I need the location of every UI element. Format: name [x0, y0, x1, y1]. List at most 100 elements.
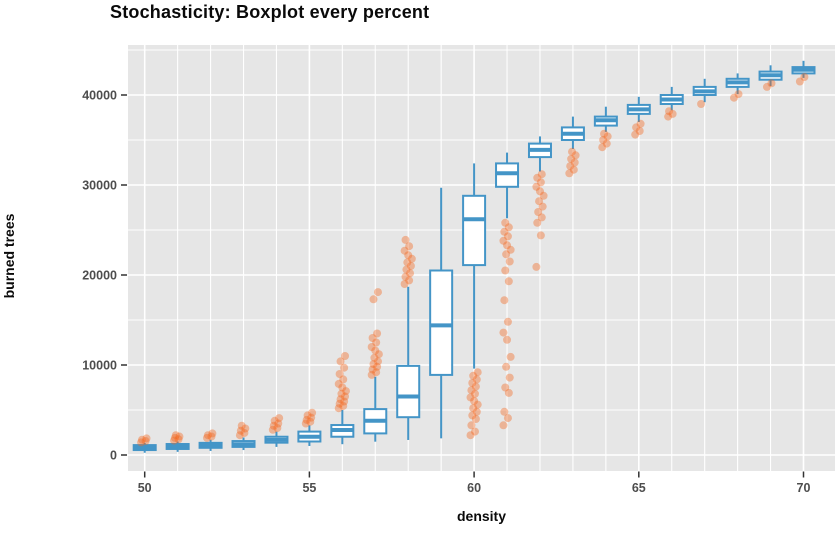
outlier-point	[533, 218, 542, 227]
outlier-point	[207, 432, 216, 441]
outlier-point	[470, 397, 479, 405]
outlier-point	[373, 357, 382, 366]
outlier-point	[235, 431, 244, 440]
outlier-point	[400, 246, 409, 255]
box	[396, 364, 421, 419]
outlier-point	[208, 429, 217, 438]
outlier-point	[472, 375, 481, 384]
outlier-point	[565, 169, 574, 178]
outlier-point	[504, 388, 513, 397]
x-tick-label: 70	[797, 481, 811, 495]
outlier-point	[138, 435, 146, 444]
outlier-point	[506, 245, 515, 254]
outlier-point	[532, 262, 541, 271]
outlier-point	[170, 436, 179, 445]
outlier-point	[175, 432, 184, 441]
boxplot-density-50	[132, 442, 157, 453]
outlier-point	[171, 431, 180, 440]
outlier-point	[341, 352, 350, 360]
outlier-point	[473, 368, 482, 377]
outlier-point	[503, 335, 512, 344]
outlier-point	[566, 162, 575, 171]
outlier-point	[665, 107, 674, 116]
outlier-point	[800, 73, 809, 81]
outlier-point	[468, 379, 477, 387]
outlier-point	[374, 350, 383, 359]
boxplot-density-65	[626, 96, 651, 122]
outlier-point	[269, 421, 278, 430]
outlier-point	[537, 170, 546, 179]
outlier-point	[336, 395, 345, 404]
outlier-point	[570, 158, 579, 167]
outlier-point	[471, 415, 480, 423]
y-tick-label: 30000	[82, 179, 117, 193]
boxplot-density-52	[198, 439, 223, 451]
boxplot-density-58	[396, 286, 421, 440]
outlier-point	[137, 438, 146, 447]
outlier-point	[406, 262, 415, 270]
outlier-point	[334, 379, 343, 388]
boxplot-density-62	[527, 136, 552, 172]
outlier-point	[369, 360, 378, 369]
outlier-point	[237, 421, 246, 430]
outlier-point	[336, 357, 345, 366]
outlier-point	[600, 129, 609, 138]
outlier-point	[632, 123, 641, 132]
outlier-point	[174, 435, 183, 444]
boxplot-density-54	[264, 431, 289, 447]
boxplot-density-68	[725, 73, 750, 95]
outlier-point	[533, 173, 542, 182]
outlier-point	[308, 408, 317, 417]
outlier-point	[504, 223, 513, 232]
outlier-point	[599, 136, 608, 144]
outlier-point	[730, 93, 739, 102]
outlier-point	[795, 77, 804, 86]
boxplot-density-61	[495, 152, 520, 219]
outlier-point	[501, 383, 510, 392]
outlier-point	[471, 427, 479, 436]
outlier-point	[664, 112, 673, 121]
outlier-point	[338, 383, 347, 392]
outlier-point	[303, 411, 312, 420]
outlier-point	[535, 187, 544, 196]
outlier-point	[202, 433, 211, 442]
outlier-point	[307, 413, 316, 422]
y-tick-label: 10000	[82, 359, 117, 373]
outlier-point	[273, 424, 282, 432]
outlier-point	[734, 90, 743, 99]
outlier-point	[368, 365, 377, 374]
outlier-point	[468, 411, 477, 420]
outlier-point	[467, 386, 476, 395]
outlier-point	[636, 119, 645, 128]
outlier-point	[500, 227, 509, 236]
boxplot-density-60	[462, 163, 487, 369]
outlier-point	[341, 392, 350, 401]
outlier-point	[469, 371, 478, 380]
boxplot-density-67	[692, 78, 717, 103]
outlier-point	[603, 132, 612, 141]
boxplot-density-59	[429, 187, 454, 439]
box	[429, 269, 454, 376]
outlier-point	[268, 425, 277, 434]
outlier-point	[506, 352, 515, 361]
box	[462, 194, 487, 267]
outlier-point	[471, 389, 479, 398]
boxplot-density-57	[363, 376, 388, 442]
chart-title: Stochasticity: Boxplot every percent	[110, 2, 430, 22]
outlier-point	[341, 387, 350, 396]
outlier-point	[141, 437, 150, 446]
outlier-point	[598, 143, 607, 152]
outlier-point	[472, 407, 481, 416]
outlier-point	[499, 328, 508, 337]
outlier-point	[405, 242, 414, 251]
outlier-point	[369, 295, 378, 304]
outlier-point	[501, 266, 510, 275]
outlier-point	[532, 182, 541, 191]
outlier-point	[500, 296, 509, 305]
outlier-point	[339, 401, 348, 410]
outlier-point	[302, 415, 311, 424]
outlier-point	[635, 127, 644, 135]
outlier-point	[270, 416, 279, 425]
x-axis-label: density	[456, 508, 506, 524]
outlier-point	[569, 165, 578, 174]
